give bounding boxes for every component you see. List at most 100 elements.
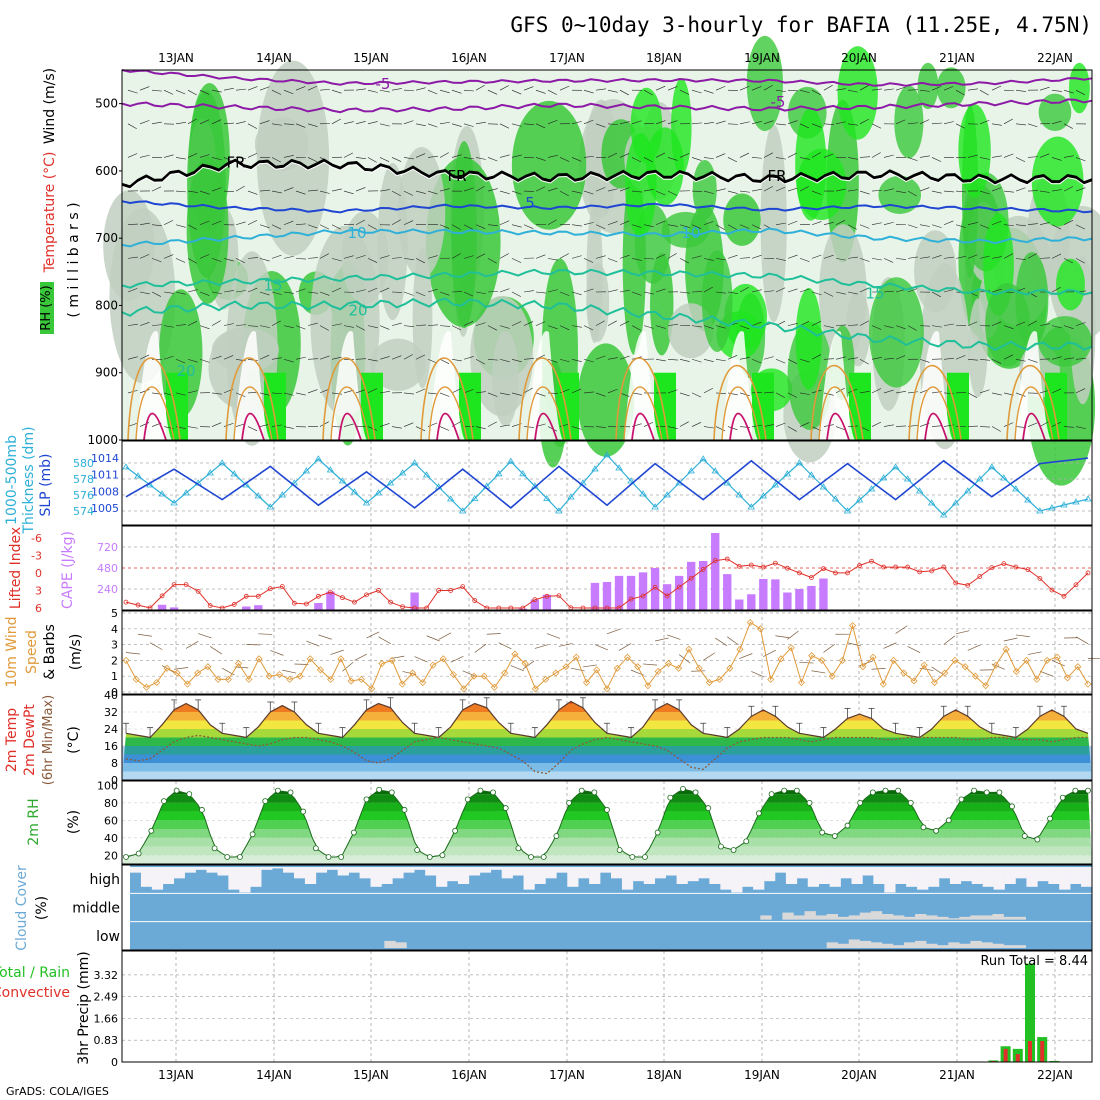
- cloud-high-clear: [709, 867, 721, 884]
- wind-barb: [871, 421, 882, 427]
- rh-point: [831, 833, 838, 839]
- wind-barb: [271, 224, 282, 230]
- wind-barb: [427, 155, 438, 158]
- wind-barb: [271, 254, 282, 259]
- li-tick-label: 3: [35, 584, 42, 597]
- contour-30: [818, 386, 858, 441]
- wind-barb: [367, 224, 377, 230]
- wind-barb: [631, 157, 642, 163]
- cloud-high-clear: [272, 867, 284, 869]
- dry-peak: [234, 331, 270, 440]
- wind-barb: [583, 325, 594, 331]
- wind-barb: [727, 254, 738, 259]
- wind10-barb: [330, 649, 344, 655]
- cloud-high-clear: [184, 867, 196, 873]
- dry-peak: [722, 331, 758, 440]
- wind-barb: [427, 255, 438, 259]
- wind-speed-point: [122, 656, 130, 664]
- wind-barb: [991, 288, 1002, 293]
- rh-surface-column: [947, 372, 969, 440]
- thickness-point: [976, 475, 984, 482]
- wind-barb: [1075, 187, 1086, 192]
- wind-barb: [379, 89, 390, 93]
- axis-label-speed: Speed: [24, 630, 40, 674]
- wind-barb: [883, 389, 894, 394]
- cape-tick-label: 240: [97, 583, 118, 596]
- wind10-barb: [1039, 670, 1054, 677]
- rh-point: [667, 794, 674, 801]
- wind-barb: [211, 320, 221, 326]
- wind-barb: [343, 255, 354, 259]
- wind-barb: [631, 224, 642, 228]
- temp-tick-label: 8: [111, 757, 118, 770]
- wind-barb: [283, 220, 294, 226]
- wind-barb: [391, 190, 401, 197]
- wind-barb: [355, 255, 366, 259]
- wind10-barb: [570, 667, 585, 672]
- wind-barb: [691, 157, 702, 161]
- wind-barb: [475, 157, 486, 160]
- cloud-high-clear: [829, 867, 841, 887]
- wind10-barb: [618, 643, 632, 651]
- li-point: [1073, 582, 1079, 588]
- rh-blob: [701, 250, 733, 352]
- wind-barb: [259, 392, 270, 396]
- wind10-barb: [546, 633, 561, 639]
- cloud-middle-bar: [948, 918, 960, 920]
- wind-barb: [907, 325, 917, 331]
- wind-barb: [319, 253, 329, 259]
- wind-barb: [163, 325, 174, 328]
- wind-barb: [187, 358, 198, 363]
- wind-barb: [871, 88, 882, 91]
- contour-35: [338, 412, 362, 441]
- cloud-high-clear: [228, 867, 240, 890]
- dry-peak: [917, 331, 953, 440]
- wind-barb: [871, 189, 882, 192]
- cloud-high-clear: [906, 867, 918, 887]
- wind-barb: [859, 390, 870, 394]
- wind-barb: [931, 425, 942, 427]
- precip-convective-bar: [1028, 1041, 1032, 1062]
- wind10-barb: [715, 637, 728, 646]
- wind-barb: [559, 325, 570, 331]
- wind-barb: [355, 187, 366, 192]
- li-point: [664, 593, 670, 599]
- panel-frame-rh: [121, 780, 1093, 865]
- rh-point: [439, 852, 446, 859]
- rh-point: [591, 789, 598, 796]
- wind-speed-point: [859, 663, 867, 671]
- wind-barb: [859, 224, 870, 229]
- wind-barb: [943, 86, 954, 91]
- wind-barb: [607, 188, 618, 192]
- wind-barb: [175, 291, 186, 295]
- cloud-middle-bar: [959, 916, 971, 920]
- wind10-barb: [534, 644, 549, 649]
- cloud-low-bar: [970, 940, 982, 948]
- wind-speed-point: [920, 661, 928, 669]
- rh-point: [452, 827, 459, 834]
- footer-label: GrADS: COLA/IGES: [6, 1085, 109, 1098]
- wind-barb: [655, 288, 666, 293]
- axis-label-wind-unit: (m/s): [68, 634, 84, 671]
- wind-barb: [391, 88, 402, 91]
- wind-speed-point: [531, 685, 539, 693]
- wind-barb: [235, 157, 246, 159]
- wind-barb: [559, 291, 570, 296]
- wind-speed-point: [337, 655, 345, 663]
- wind-barb: [727, 355, 738, 360]
- wind-barb: [583, 358, 594, 363]
- wind-barb: [403, 157, 414, 160]
- wind10-barb: [270, 650, 284, 656]
- cloud-middle-bar: [760, 915, 772, 920]
- wind-barb: [943, 357, 954, 360]
- wind-barb: [319, 355, 330, 360]
- wind-barb: [475, 121, 486, 125]
- wind-barb: [607, 388, 618, 394]
- thickness-point: [927, 499, 936, 506]
- cloud-middle-bar: [804, 911, 816, 920]
- wind-barb: [1063, 155, 1074, 158]
- wind-barb: [1063, 426, 1074, 428]
- date-bottom-label: 14JAN: [256, 1068, 292, 1082]
- wind-speed-point: [275, 671, 284, 679]
- thickness-point: [615, 464, 623, 471]
